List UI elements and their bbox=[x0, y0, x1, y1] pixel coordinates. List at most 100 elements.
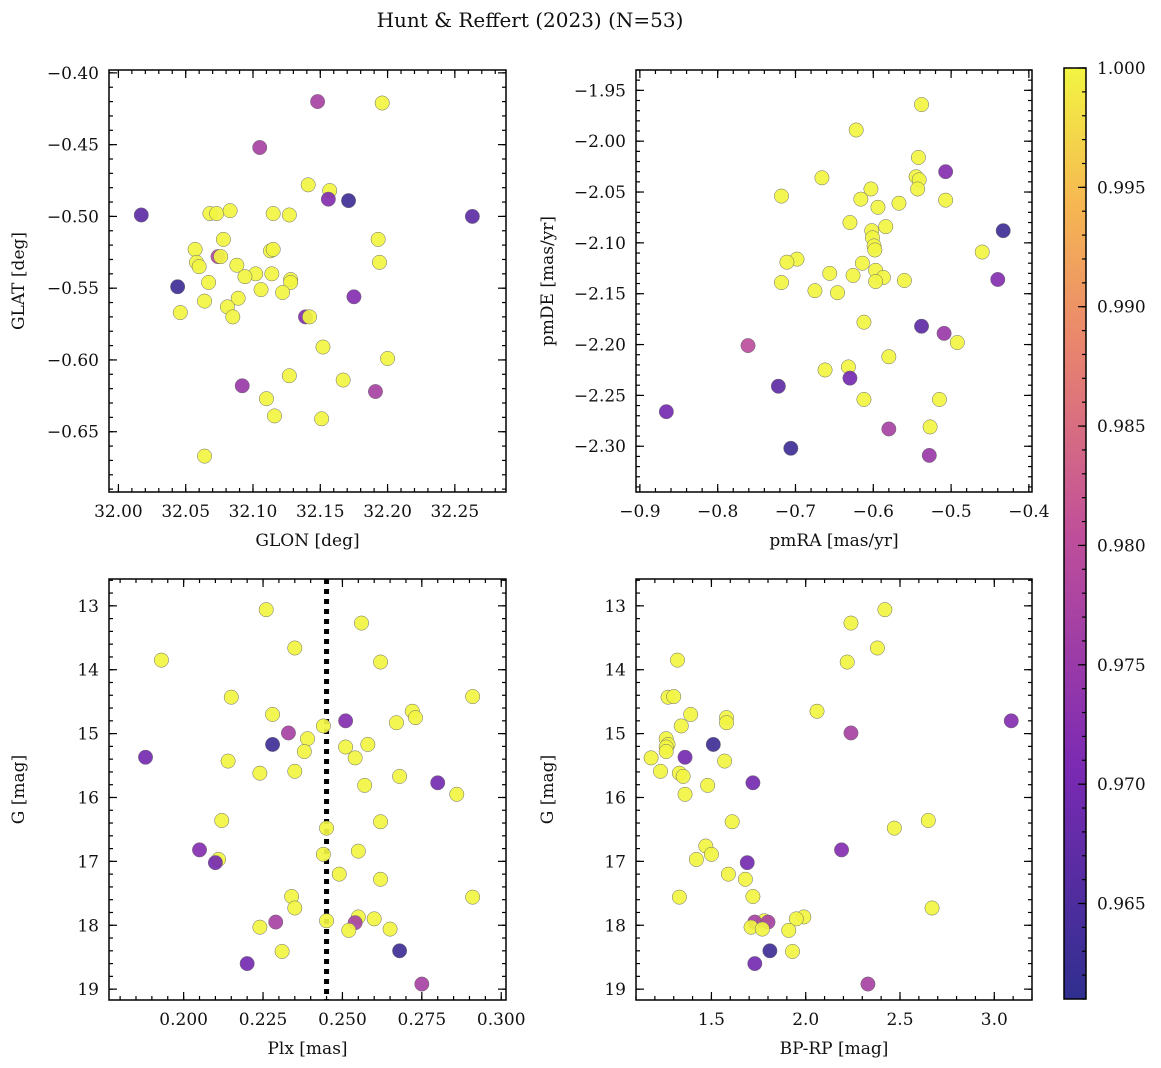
scatter-point bbox=[315, 718, 331, 734]
scatter-point bbox=[878, 219, 894, 235]
scatter-point bbox=[380, 351, 396, 366]
scatter-point bbox=[310, 94, 326, 110]
scatter-point bbox=[338, 739, 354, 755]
scatter-point bbox=[856, 392, 872, 407]
scatter-point bbox=[881, 349, 897, 365]
scatter-point bbox=[265, 737, 281, 752]
x-tick-label: −0.5 bbox=[930, 502, 971, 522]
scatter-point bbox=[643, 750, 659, 766]
scatter-point bbox=[677, 749, 693, 765]
y-tick-label: 17 bbox=[77, 852, 99, 872]
colorbar-frame bbox=[1063, 67, 1087, 1000]
scatter-point bbox=[259, 391, 274, 407]
scatter-point bbox=[258, 602, 274, 618]
scatter-point bbox=[360, 737, 376, 752]
colorbar-tick-label: 0.970 bbox=[1097, 775, 1146, 795]
colorbar: 0.965 0.970 0.975 0.980 0.985 0.990 0.995 1.000 bbox=[1063, 59, 1146, 1000]
y-tick-label: 19 bbox=[604, 980, 626, 1000]
scatter-point bbox=[863, 181, 879, 197]
scatter-point bbox=[807, 283, 823, 299]
y-axis-label: pmDE [mas/yr] bbox=[538, 216, 558, 346]
scatter-point bbox=[938, 164, 954, 180]
scatter-point bbox=[283, 274, 299, 290]
scatter-point bbox=[252, 919, 268, 935]
scatter-point bbox=[197, 448, 212, 464]
figure-title: Hunt & Reffert (2023) (N=53) bbox=[377, 8, 684, 32]
scatter-point bbox=[814, 170, 830, 186]
x-tick-label: 32.00 bbox=[94, 502, 143, 522]
y-tick-label: −2.20 bbox=[574, 336, 626, 356]
scatter-point bbox=[990, 272, 1006, 287]
scatter-point bbox=[213, 249, 229, 265]
scatter-point bbox=[392, 943, 408, 959]
scatter-point bbox=[914, 97, 929, 113]
scatter-point bbox=[191, 259, 207, 275]
colorbar-tick-label: 0.965 bbox=[1097, 895, 1146, 915]
y-tick-label: −2.10 bbox=[574, 234, 626, 254]
scatter-point bbox=[817, 362, 833, 378]
y-tick-label: 14 bbox=[77, 661, 99, 681]
scatter-point bbox=[774, 275, 789, 290]
y-tick-label: 16 bbox=[604, 788, 626, 808]
scatter-point bbox=[414, 976, 430, 992]
scatter-point bbox=[281, 368, 297, 384]
y-tick-label: −2.15 bbox=[574, 285, 626, 305]
scatter-point bbox=[464, 208, 480, 224]
scatter-point bbox=[779, 254, 795, 270]
scatter-point bbox=[382, 921, 398, 937]
x-axis-label: GLON [deg] bbox=[255, 531, 359, 551]
scatter-point bbox=[153, 652, 169, 668]
y-tick-label: −1.95 bbox=[574, 81, 626, 101]
scatter-point bbox=[842, 215, 858, 230]
scatter-point bbox=[331, 866, 347, 882]
scatter-point bbox=[891, 195, 907, 211]
scatter-point bbox=[252, 140, 268, 155]
scatter-point bbox=[201, 274, 217, 290]
x-axis-label: BP-RP [mag] bbox=[780, 1039, 889, 1059]
x-tick-label: 3.0 bbox=[981, 1010, 1008, 1030]
scatter-point bbox=[220, 753, 236, 769]
scatter-point bbox=[319, 913, 335, 929]
colorbar-gradient bbox=[1064, 68, 1086, 999]
x-tick-label: 32.20 bbox=[363, 502, 412, 522]
x-axis-label: pmRA [mas/yr] bbox=[769, 531, 898, 551]
scatter-point bbox=[172, 305, 188, 321]
scatter-point bbox=[300, 177, 316, 193]
scatter-point bbox=[315, 339, 331, 355]
x-tick-label: 0.275 bbox=[398, 1010, 447, 1030]
scatter-point bbox=[670, 652, 685, 668]
y-tick-label: −2.25 bbox=[574, 386, 626, 406]
scatter-point bbox=[170, 279, 186, 295]
scatter-point bbox=[822, 265, 838, 281]
panel-plx-g: 0.200 0.225 0.250 0.275 0.300 13 14 15 16 17 18 19 P… bbox=[9, 578, 526, 1059]
scatter-point bbox=[346, 289, 362, 305]
scatter-point bbox=[265, 706, 281, 722]
scatter-point bbox=[239, 956, 255, 972]
scatter-point bbox=[350, 843, 366, 859]
scatter-point bbox=[658, 404, 674, 420]
scatter-point bbox=[264, 266, 280, 282]
scatter-point bbox=[209, 206, 225, 221]
scatter-point bbox=[287, 763, 303, 779]
scatter-point bbox=[302, 309, 317, 325]
scatter-point bbox=[237, 269, 253, 285]
scatter-point bbox=[856, 314, 872, 330]
scatter-point bbox=[781, 922, 797, 938]
scatter-point bbox=[910, 181, 926, 197]
scatter-point bbox=[860, 976, 876, 992]
scatter-point bbox=[936, 325, 952, 341]
scatter-point bbox=[265, 241, 281, 257]
scatter-point bbox=[783, 440, 799, 456]
scatter-point bbox=[366, 911, 382, 927]
scatter-point bbox=[720, 866, 736, 882]
y-tick-label: −0.55 bbox=[47, 279, 99, 299]
y-tick-label: −2.30 bbox=[574, 437, 626, 457]
scatter-point bbox=[877, 602, 893, 618]
scatter-point bbox=[774, 188, 789, 204]
scatter-point bbox=[666, 689, 682, 704]
y-tick-label: −0.65 bbox=[47, 423, 99, 443]
scatter-point bbox=[809, 703, 825, 719]
scatter-point bbox=[675, 768, 691, 784]
scatter-point bbox=[138, 749, 153, 765]
